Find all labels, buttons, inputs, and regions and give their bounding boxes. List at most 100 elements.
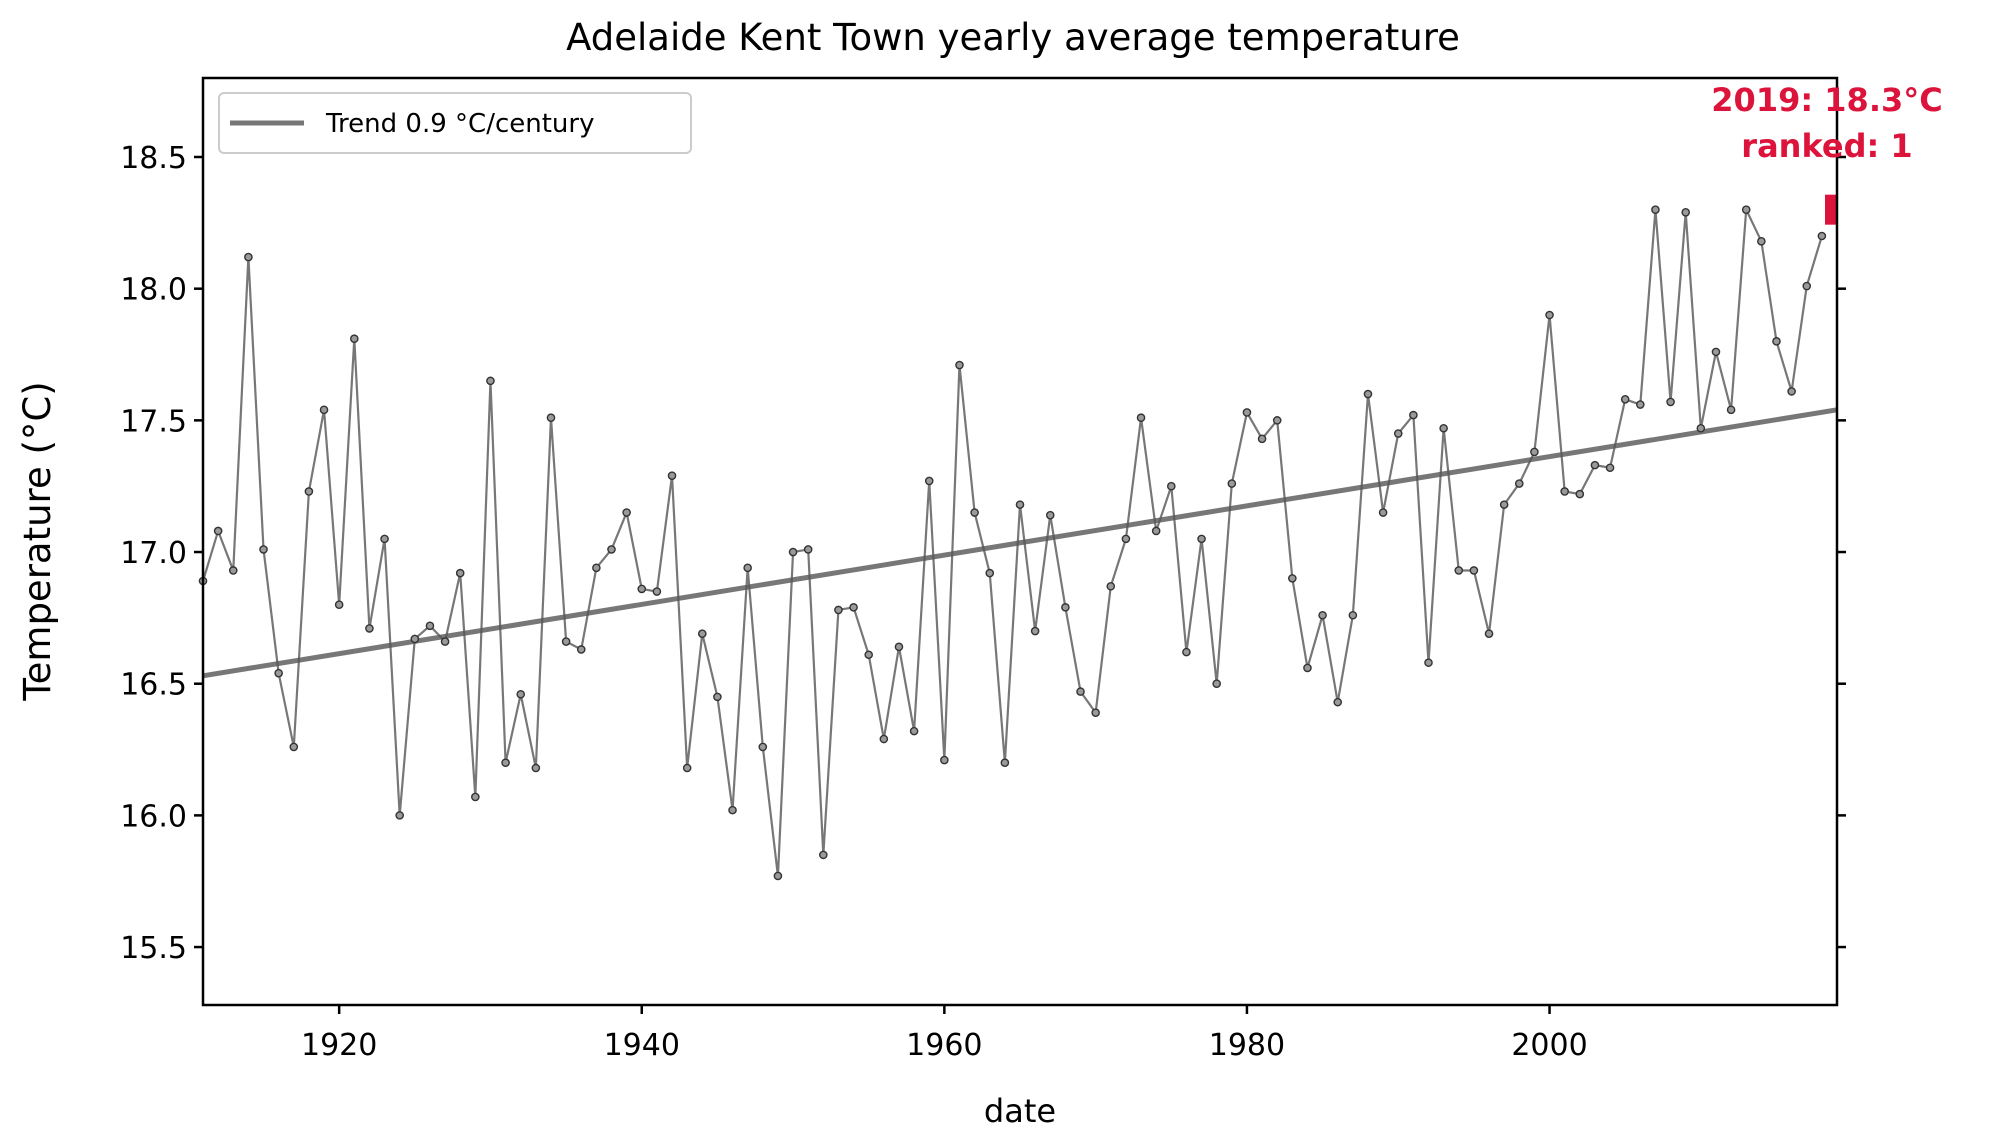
data-point-1932 xyxy=(516,689,526,699)
data-point-1968 xyxy=(1061,603,1070,612)
chart-title: Adelaide Kent Town yearly average temper… xyxy=(566,16,1460,59)
data-point-1920 xyxy=(334,600,344,610)
data-point-1989 xyxy=(1378,508,1388,517)
data-point-1985 xyxy=(1318,610,1327,620)
data-point-1950 xyxy=(788,547,798,557)
series-layer xyxy=(198,205,1827,881)
series-line xyxy=(201,205,1823,877)
data-point-2002 xyxy=(1575,489,1585,499)
y-tick-label: 18.0 xyxy=(120,273,187,308)
data-point-1947 xyxy=(743,563,752,573)
legend: Trend 0.9 °C/century xyxy=(218,92,692,154)
data-point-1949 xyxy=(773,871,783,881)
data-point-2006 xyxy=(1636,400,1645,409)
y-tick-label: 17.0 xyxy=(120,536,187,571)
data-point-1925 xyxy=(410,634,420,644)
data-point-1917 xyxy=(289,742,299,752)
data-point-2003 xyxy=(1590,460,1600,470)
data-point-1978 xyxy=(1212,679,1221,689)
data-point-1959 xyxy=(924,476,934,486)
plot-frame xyxy=(201,76,1839,1007)
data-point-1988 xyxy=(1363,389,1373,399)
data-point-1933 xyxy=(531,763,541,773)
data-point-1999 xyxy=(1530,447,1539,457)
data-point-1994 xyxy=(1454,566,1464,575)
data-point-2011 xyxy=(1711,347,1721,357)
highlight-annotation-line1: 2019: 18.3°C xyxy=(1711,81,1942,119)
data-point-2018 xyxy=(1817,231,1827,241)
data-point-1977 xyxy=(1197,534,1206,544)
data-point-1940 xyxy=(637,584,647,594)
data-point-1942 xyxy=(667,471,677,480)
data-point-1975 xyxy=(1166,481,1176,491)
data-point-2004 xyxy=(1605,463,1615,473)
x-axis: 1920 1940 1960 1980 2000 xyxy=(301,1005,1588,1063)
data-point-1936 xyxy=(576,645,586,654)
data-point-1952 xyxy=(819,850,828,860)
data-point-1958 xyxy=(909,726,919,736)
highlight-marker xyxy=(1825,194,1837,225)
data-point-1929 xyxy=(471,792,480,802)
data-point-1970 xyxy=(1091,708,1100,717)
data-point-1943 xyxy=(682,763,692,773)
data-point-1928 xyxy=(455,568,465,578)
data-point-1974 xyxy=(1151,526,1161,536)
data-point-1939 xyxy=(622,508,631,517)
data-point-2005 xyxy=(1620,394,1630,404)
data-point-1973 xyxy=(1136,413,1146,423)
legend-trend-label: Trend 0.9 °C/century xyxy=(325,109,594,139)
data-point-1954 xyxy=(849,603,858,612)
data-point-2016 xyxy=(1787,387,1796,396)
data-point-2009 xyxy=(1681,208,1691,217)
data-point-1962 xyxy=(970,508,979,517)
data-point-2013 xyxy=(1741,205,1751,214)
data-point-1931 xyxy=(501,758,510,768)
data-point-1956 xyxy=(879,734,889,744)
data-point-1984 xyxy=(1303,663,1312,673)
data-point-2010 xyxy=(1696,423,1706,433)
data-point-2008 xyxy=(1666,397,1675,407)
data-point-1991 xyxy=(1409,410,1418,420)
trend-line xyxy=(202,407,1838,679)
data-point-1998 xyxy=(1514,479,1524,488)
highlight-annotation-line2: ranked: 1 xyxy=(1741,127,1912,165)
data-point-1927 xyxy=(440,637,450,646)
data-point-1941 xyxy=(652,587,662,596)
data-point-1955 xyxy=(864,650,874,660)
data-point-1986 xyxy=(1333,697,1343,707)
data-point-1990 xyxy=(1393,429,1403,438)
data-point-1915 xyxy=(259,545,268,554)
data-point-1926 xyxy=(425,621,435,631)
data-point-1961 xyxy=(955,360,964,370)
data-point-2014 xyxy=(1757,236,1766,246)
data-point-1946 xyxy=(728,805,737,815)
x-tick-label: 1920 xyxy=(301,1028,377,1063)
x-tick-label: 1940 xyxy=(604,1028,680,1063)
data-point-1923 xyxy=(380,534,389,544)
data-point-1930 xyxy=(486,376,495,386)
x-axis-label: date xyxy=(984,1092,1056,1130)
data-point-2001 xyxy=(1560,487,1569,496)
data-point-1971 xyxy=(1106,581,1116,591)
data-point-1969 xyxy=(1076,687,1085,696)
data-point-1918 xyxy=(304,487,314,496)
trend-layer xyxy=(202,407,1838,679)
y-axis: 15.5 16.0 16.5 17.0 17.5 18.0 18.5 xyxy=(120,141,1846,966)
data-point-1938 xyxy=(607,545,616,554)
data-point-2007 xyxy=(1651,205,1660,214)
data-point-1924 xyxy=(395,811,404,820)
data-point-1913 xyxy=(228,566,238,575)
x-tick-label: 2000 xyxy=(1511,1028,1587,1063)
data-point-1937 xyxy=(592,563,601,573)
data-point-1945 xyxy=(713,692,722,702)
data-point-2012 xyxy=(1726,405,1736,415)
data-point-1997 xyxy=(1499,500,1509,509)
y-tick-label: 18.5 xyxy=(120,141,187,176)
data-point-1964 xyxy=(1000,758,1010,768)
data-point-2000 xyxy=(1545,310,1554,320)
data-point-1912 xyxy=(213,526,223,536)
data-point-1921 xyxy=(349,334,359,344)
data-point-1983 xyxy=(1288,574,1297,583)
data-point-1916 xyxy=(274,668,283,678)
